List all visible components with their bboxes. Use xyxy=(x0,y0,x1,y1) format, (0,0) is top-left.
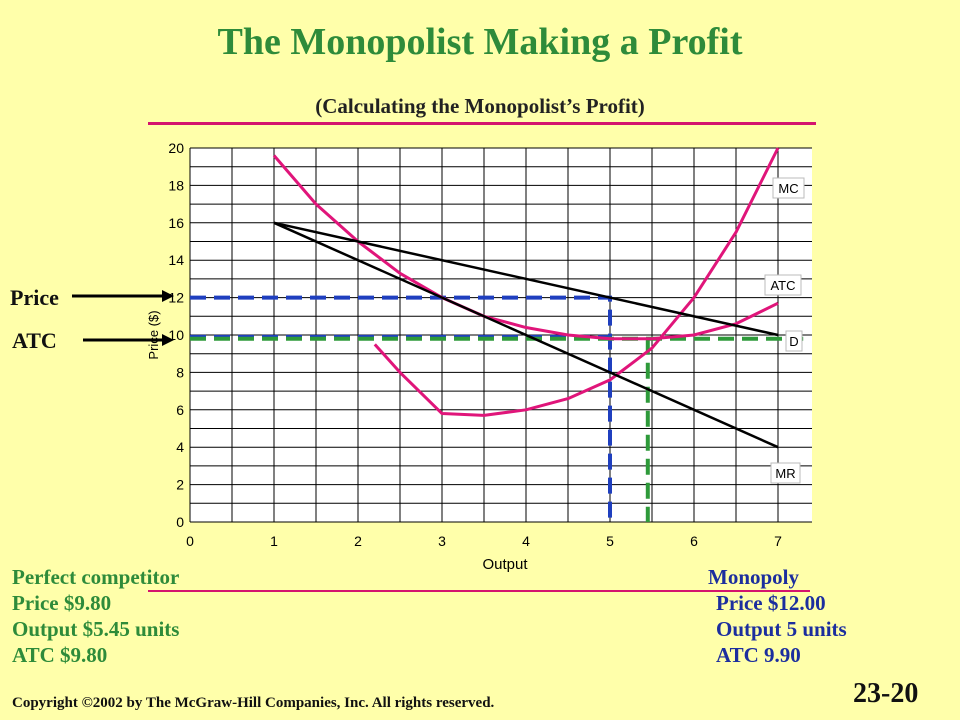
series-label-mc: MC xyxy=(778,181,798,196)
monopoly-price: Price $12.00 xyxy=(716,591,826,615)
series-line-d xyxy=(273,221,779,337)
y-tick-label: 16 xyxy=(168,215,184,231)
x-tick-label: 4 xyxy=(522,533,530,549)
y-tick-label: 0 xyxy=(176,514,184,530)
price-arrowhead xyxy=(162,290,174,302)
y-axis-label: Price ($) xyxy=(146,310,161,359)
x-axis-label: Output xyxy=(482,556,528,573)
x-tick-label: 1 xyxy=(270,533,278,549)
atc-side-label: ATC xyxy=(12,328,57,353)
monopoly-atc: ATC 9.90 xyxy=(716,643,801,667)
y-tick-label: 2 xyxy=(176,477,184,493)
side-arrows xyxy=(72,290,174,346)
series-line-mc xyxy=(373,147,780,417)
y-tick-label: 12 xyxy=(168,290,184,306)
slide-number: 23-20 xyxy=(853,678,919,709)
perfect-competitor-output: Output $5.45 units xyxy=(12,617,180,641)
series-label-box-mc xyxy=(772,177,805,199)
left-block: Perfect competitor Price $9.80 Output $5… xyxy=(12,564,179,668)
title-underline xyxy=(148,122,816,125)
x-tick-label: 0 xyxy=(186,533,194,549)
x-tick-label: 5 xyxy=(606,533,614,549)
y-tick-label: 10 xyxy=(168,327,184,343)
perfect-competitor-heading: Perfect competitor xyxy=(12,565,180,589)
slide-title: The Monopolist Making a Profit xyxy=(217,21,743,63)
monopoly-output: Output 5 units xyxy=(716,617,847,641)
slide-subtitle: (Calculating the Monopolist’s Profit) xyxy=(315,94,645,118)
x-tick-label: 7 xyxy=(774,533,782,549)
series-label-atc: ATC xyxy=(770,278,795,293)
chart-grid xyxy=(189,147,812,523)
y-tick-label: 14 xyxy=(168,252,184,268)
x-tick-label: 2 xyxy=(354,533,362,549)
series-label-box-mr xyxy=(770,462,801,484)
series-label-mr: MR xyxy=(775,466,795,481)
y-tick-label: 4 xyxy=(176,439,184,455)
chart-series xyxy=(272,147,780,449)
series-labels: MC ATC D MR xyxy=(764,177,805,484)
y-tick-label: 20 xyxy=(168,140,184,156)
monopoly-heading: Monopoly xyxy=(708,565,800,589)
x-tick-label: 3 xyxy=(438,533,446,549)
series-label-box-atc xyxy=(764,274,802,296)
y-tick-label: 8 xyxy=(176,364,184,380)
y-tick-label: 18 xyxy=(168,177,184,193)
price-side-label: Price xyxy=(10,285,59,310)
series-label-box-d xyxy=(785,330,803,352)
y-tick-label: 6 xyxy=(176,402,184,418)
series-line-mr xyxy=(273,221,779,449)
section-divider xyxy=(148,590,810,592)
perfect-competitor-price: Price $9.80 xyxy=(12,591,112,615)
x-tick-label: 6 xyxy=(690,533,698,549)
right-block: Monopoly Price $12.00 Output 5 units ATC… xyxy=(708,564,847,668)
copyright-notice: Copyright ©2002 by The McGraw-Hill Compa… xyxy=(12,695,495,711)
series-label-d: D xyxy=(789,334,798,349)
perfect-competitor-atc: ATC $9.80 xyxy=(12,643,108,667)
atc-arrowhead xyxy=(162,334,174,346)
